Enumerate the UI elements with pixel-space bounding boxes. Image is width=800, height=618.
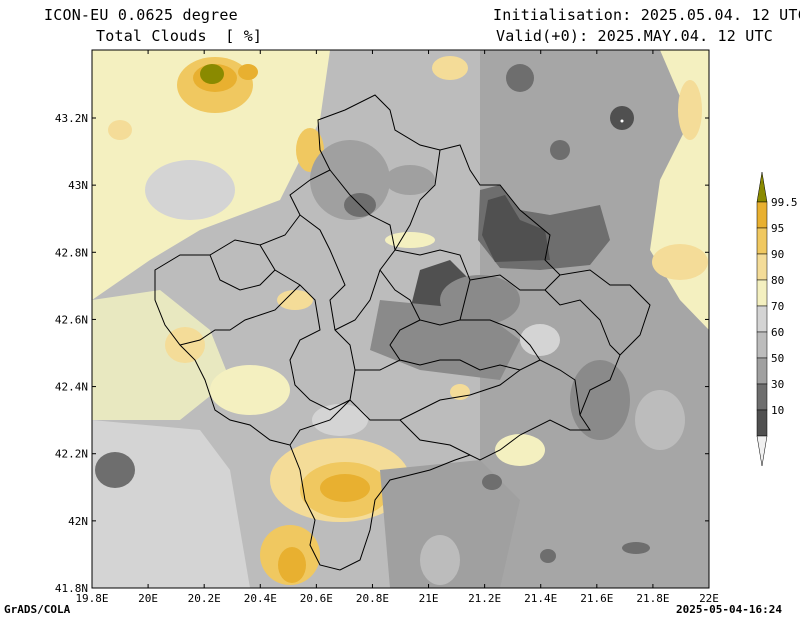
model-title: ICON-EU 0.0625 degree (44, 6, 238, 24)
x-tick-label: 22E (699, 592, 719, 605)
colorbar: 99.5 95 90 80 70 60 50 30 10 (756, 171, 798, 467)
x-axis: 19.8E 20E 20.2E 20.4E 20.6E 20.8E 21E 21.2E 21.4… (75, 50, 719, 605)
colorbar-swatch (756, 253, 768, 281)
y-tick-label: 42.8N (55, 246, 88, 259)
x-tick-label: 21.2E (468, 592, 501, 605)
x-tick-label: 21.8E (636, 592, 669, 605)
y-axis: 43.2N 43N 42.8N 42.6N 42.4N 42.2N 42N 41.8N (55, 112, 709, 595)
footer-credit: GrADS/COLA (4, 603, 71, 616)
y-tick-label: 42.6N (55, 313, 88, 326)
x-tick-label: 21.6E (580, 592, 613, 605)
colorbar-label: 30 (771, 378, 784, 391)
colorbar-swatch (756, 171, 768, 203)
administrative-borders (154, 94, 651, 571)
colorbar-label: 70 (771, 300, 784, 313)
x-tick-label: 20E (138, 592, 158, 605)
colorbar-label: 95 (771, 222, 784, 235)
y-tick-label: 42.2N (55, 448, 88, 461)
colorbar-swatch (756, 331, 768, 359)
x-tick-label: 20.6E (300, 592, 333, 605)
colorbar-swatch (756, 201, 768, 229)
footer-timestamp: 2025-05-04-16:24 (676, 603, 782, 616)
colorbar-swatch (756, 383, 768, 411)
y-tick-label: 43.2N (55, 112, 88, 125)
colorbar-label: 60 (771, 326, 784, 339)
x-tick-label: 20.8E (356, 592, 389, 605)
x-tick-label: 21.4E (524, 592, 557, 605)
y-tick-label: 43N (68, 179, 88, 192)
colorbar-swatch (756, 435, 768, 467)
cloud-field (92, 50, 709, 588)
y-tick-label: 41.8N (55, 582, 88, 595)
y-tick-label: 42.4N (55, 381, 88, 394)
colorbar-swatch (756, 357, 768, 385)
colorbar-label: 50 (771, 352, 784, 365)
colorbar-swatch (756, 305, 768, 333)
variable-title: Total Clouds [ %] (96, 27, 263, 45)
colorbar-label: 80 (771, 274, 784, 287)
colorbar-label: 99.5 (771, 196, 798, 209)
valid-time: Valid(+0): 2025.MAY.04. 12 UTC (496, 27, 773, 45)
x-tick-label: 19.8E (75, 592, 108, 605)
colorbar-swatch (756, 409, 768, 437)
y-tick-label: 42N (68, 515, 88, 528)
x-tick-label: 21E (419, 592, 439, 605)
colorbar-swatch (756, 279, 768, 307)
init-time: Initialisation: 2025.05.04. 12 UTC (493, 6, 800, 24)
colorbar-label: 90 (771, 248, 784, 261)
colorbar-label: 10 (771, 404, 784, 417)
city-marker (620, 119, 624, 123)
colorbar-swatch (756, 227, 768, 255)
x-tick-label: 20.2E (188, 592, 221, 605)
x-tick-label: 20.4E (244, 592, 277, 605)
